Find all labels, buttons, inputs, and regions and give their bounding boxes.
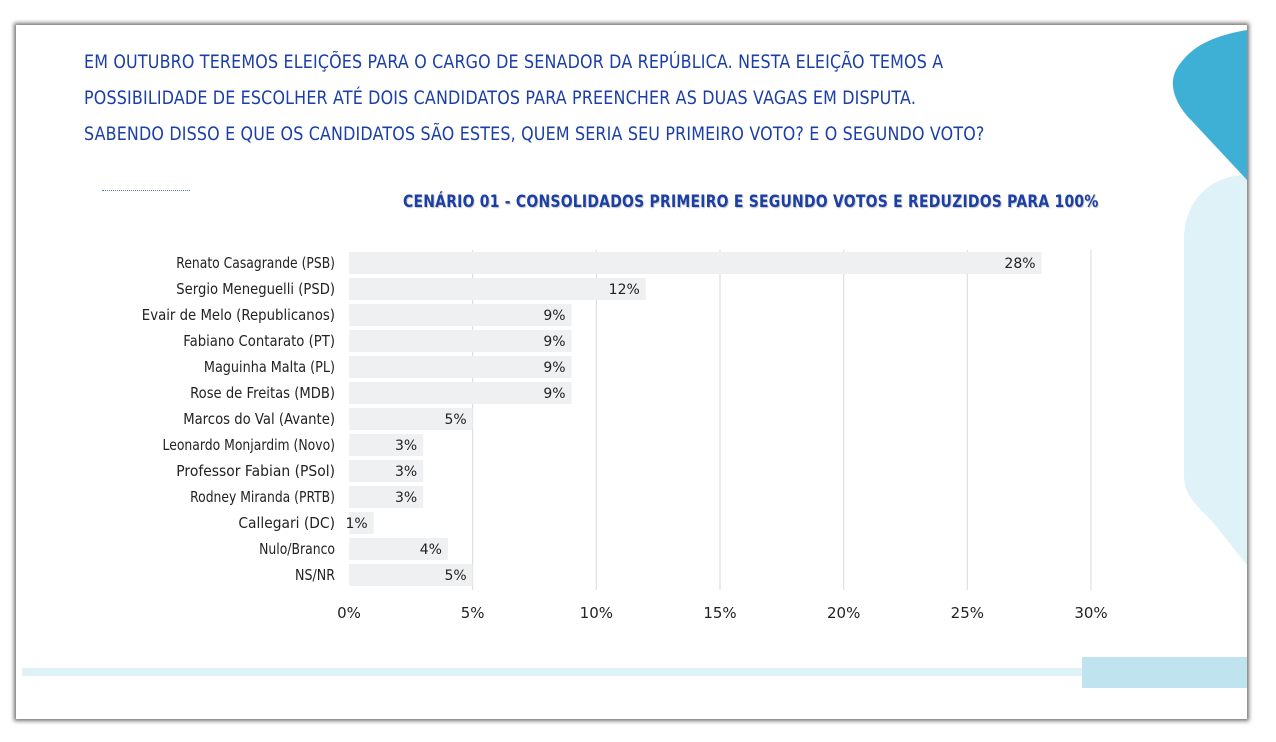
- bar: [349, 408, 473, 430]
- data-label: 9%: [543, 360, 565, 376]
- bar: [349, 434, 424, 456]
- data-label: 5%: [444, 412, 466, 428]
- category-label: Nulo/Branco: [259, 540, 335, 558]
- x-tick-label: 30%: [1074, 604, 1107, 622]
- data-label: 3%: [395, 490, 417, 506]
- deco-bottom-strip: [22, 668, 1184, 676]
- category-label: Fabiano Contarato (PT): [183, 332, 335, 350]
- question-text: EM OUTUBRO TEREMOS ELEIÇÕES PARA O CARGO…: [84, 45, 985, 153]
- bar: [349, 512, 374, 534]
- decorative-shapes: [22, 30, 1247, 688]
- category-label: Leonardo Monjardim (Novo): [163, 436, 336, 454]
- bar: [349, 564, 473, 586]
- bar: [349, 356, 572, 378]
- bar: [349, 330, 572, 352]
- data-label: 3%: [395, 438, 417, 454]
- category-label: Callegari (DC): [238, 514, 335, 532]
- x-tick-label: 20%: [827, 604, 860, 622]
- data-label: 3%: [395, 464, 417, 480]
- bar: [349, 304, 572, 326]
- bar: [349, 486, 424, 508]
- data-label: 5%: [444, 568, 466, 584]
- data-label: 28%: [1004, 256, 1035, 272]
- x-tick-label: 25%: [951, 604, 984, 622]
- data-label: 9%: [543, 334, 565, 350]
- category-label: Rose de Freitas (MDB): [190, 384, 335, 402]
- question-line: POSSIBILIDADE DE ESCOLHER ATÉ DOIS CANDI…: [84, 88, 917, 109]
- deco-bottom-block: [1082, 657, 1247, 688]
- x-tick-label: 0%: [337, 604, 361, 622]
- category-label: Renato Casagrande (PSB): [176, 254, 335, 272]
- bar: [349, 538, 448, 560]
- data-label: 9%: [543, 308, 565, 324]
- x-tick-label: 10%: [580, 604, 613, 622]
- question-line: SABENDO DISSO E QUE OS CANDIDATOS SÃO ES…: [84, 124, 985, 145]
- category-label: Maguinha Malta (PL): [204, 358, 335, 376]
- chart-title: CENÁRIO 01 - CONSOLIDADOS PRIMEIRO E SEG…: [403, 192, 1099, 212]
- category-label: Evair de Melo (Republicanos): [142, 306, 335, 324]
- category-label: NS/NR: [295, 566, 335, 584]
- data-label: 9%: [543, 386, 565, 402]
- bar: [349, 460, 424, 482]
- dotted-divider: [102, 190, 190, 191]
- question-line: EM OUTUBRO TEREMOS ELEIÇÕES PARA O CARGO…: [84, 52, 944, 73]
- bar: [349, 252, 1042, 274]
- data-label: 1%: [346, 516, 368, 532]
- data-label: 4%: [420, 542, 442, 558]
- slide: EM OUTUBRO TEREMOS ELEIÇÕES PARA O CARGO…: [16, 25, 1247, 719]
- category-label: Marcos do Val (Avante): [183, 410, 335, 428]
- category-label: Sergio Meneguelli (PSD): [176, 280, 335, 298]
- deco-dark-shape: [1172, 30, 1247, 180]
- bar: [349, 382, 572, 404]
- data-label: 12%: [609, 282, 640, 298]
- bar: [349, 278, 646, 300]
- category-label: Rodney Miranda (PRTB): [190, 488, 335, 506]
- category-label: Professor Fabian (PSol): [176, 462, 335, 480]
- bar-chart: Renato Casagrande (PSB) 28% Sergio Menegue…: [142, 250, 1108, 622]
- deco-light-shape: [1184, 175, 1247, 565]
- x-tick-label: 5%: [461, 604, 485, 622]
- x-tick-label: 15%: [703, 604, 736, 622]
